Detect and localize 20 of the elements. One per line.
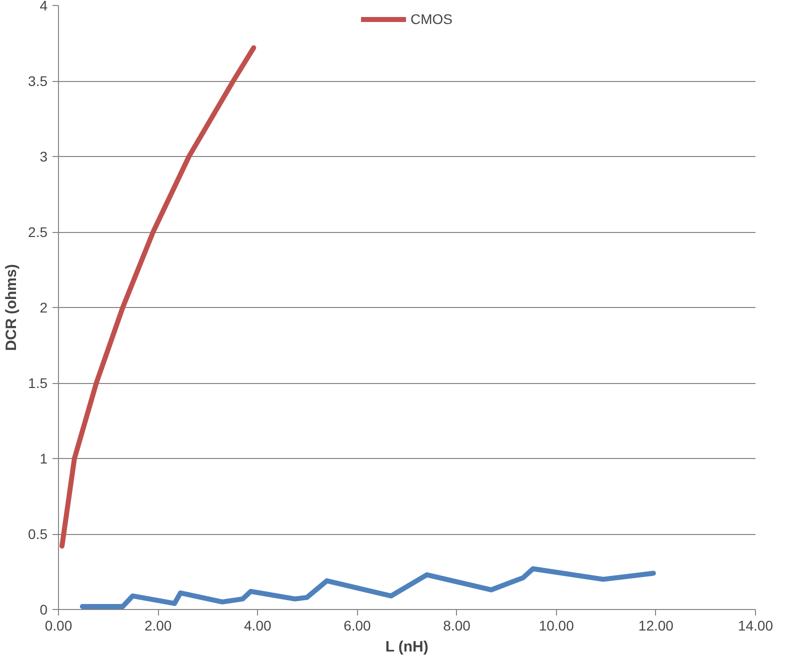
x-tick-label: 14.00: [738, 618, 774, 634]
y-axis-title: DCR (ohms): [3, 264, 20, 351]
y-tick-label: 1.5: [28, 375, 48, 391]
y-tick-label: 0.5: [28, 526, 48, 542]
x-axis-title: L (nH): [385, 638, 428, 656]
y-tick-label: 2: [40, 300, 48, 316]
x-tick-label: 12.00: [638, 618, 674, 634]
x-tick-label: 8.00: [443, 618, 471, 634]
x-tick-label: 0.00: [44, 618, 72, 634]
y-tick-label: 4: [40, 0, 48, 14]
legend-label: CMOS: [410, 11, 452, 27]
x-tick-label: 10.00: [538, 618, 574, 634]
y-tick-label: 1: [40, 450, 48, 466]
y-tick-label: 0: [40, 602, 48, 618]
x-tick-label: 6.00: [344, 618, 372, 634]
x-tick-label: 4.00: [244, 618, 272, 634]
x-tick-label: 2.00: [144, 618, 172, 634]
y-tick-label: 3.5: [28, 73, 48, 89]
y-tick-label: 2.5: [28, 224, 48, 240]
y-tick-label: 3: [40, 148, 48, 164]
